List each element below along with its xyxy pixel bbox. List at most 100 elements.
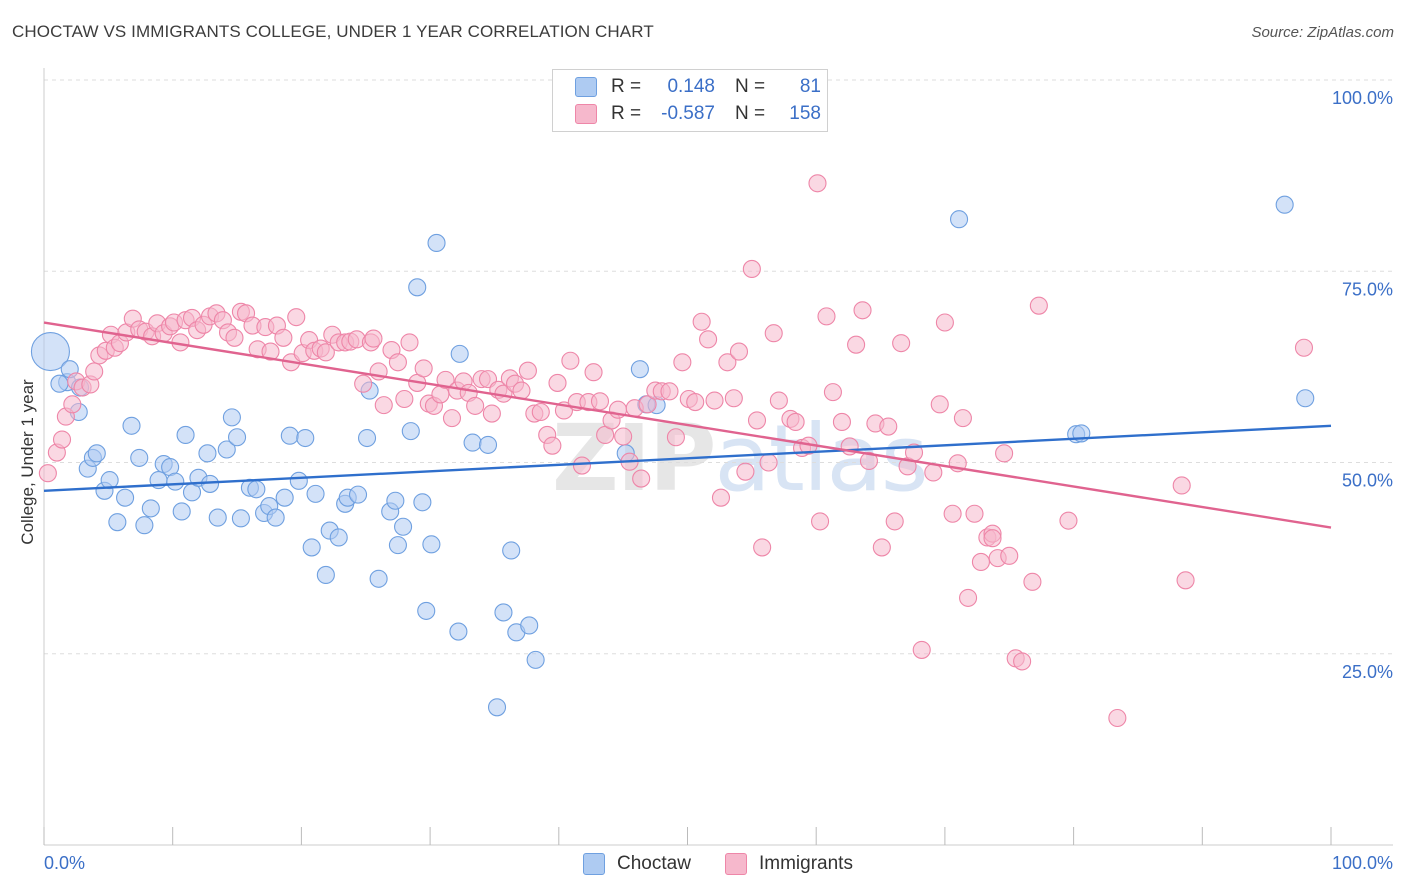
choctaw-point [116,488,135,507]
immigrants-point [953,409,972,428]
immigrants-point [753,538,772,557]
choctaw-point [369,569,388,588]
choctaw-point [422,535,441,554]
legend-r-label: R = [611,76,642,97]
immigrants-point [747,411,767,430]
choctaw-point [394,517,413,536]
choctaw-points [30,195,1315,717]
choctaw-point [502,541,521,560]
immigrants-point [879,417,898,436]
tick-labels: 100.0% 75.0% 50.0% 25.0% 0.0% 100.0% [44,88,1393,873]
legend-r-value-choctaw: 0.148 [667,76,715,97]
choctaw-point [520,616,539,635]
immigrants-point [1172,476,1191,495]
y-tick-label: 50.0% [1342,471,1393,491]
immigrants-point [885,512,904,531]
immigrants-point [261,342,280,361]
immigrants-point [1023,572,1042,591]
immigrants-point [38,464,57,483]
choctaw-point [329,528,348,547]
choctaw-point [30,332,70,372]
choctaw-point [463,433,482,452]
immigrants-point [764,324,783,343]
legend-n-value-immigrants: 158 [789,103,821,124]
immigrants-point [1013,652,1032,671]
immigrants-point [971,552,990,572]
choctaw-point [135,516,154,535]
immigrants-point [638,395,657,414]
immigrants-point [561,351,580,370]
immigrants-point [965,504,984,523]
immigrants-point [995,444,1014,463]
immigrants-point [1108,708,1127,728]
immigrants-point [686,393,705,412]
immigrants-point [983,529,1002,548]
immigrants-point [736,462,755,481]
y-tick-label: 75.0% [1342,279,1393,299]
immigrants-point [584,363,603,382]
immigrants-point [718,353,737,372]
series-legend-immigrants[interactable]: Immigrants [725,853,853,875]
series-legend-choctaw[interactable]: Choctaw [583,853,691,875]
immigrants-point [274,328,293,347]
immigrants-point [859,451,879,471]
choctaw-point [198,444,217,463]
legend-n-value-choctaw: 81 [799,76,821,97]
choctaw-point [141,499,160,518]
choctaw-point [316,565,335,585]
immigrants-point [1059,511,1078,530]
choctaw-point [50,374,69,393]
immigrants-point [786,412,805,432]
choctaw-point [217,440,236,459]
choctaw-point [401,422,420,441]
immigrants-point [442,409,462,428]
immigrants-point [729,342,749,361]
immigrants-trend-line [43,321,1332,529]
immigrants-point [354,374,373,393]
immigrants-point [769,391,788,410]
immigrants-point [817,307,836,326]
immigrants-point [63,395,82,414]
immigrants-point [414,359,433,378]
choctaw-point [280,426,299,445]
immigrants-point [832,412,851,432]
choctaw-point [413,493,432,512]
choctaw-point [222,408,241,427]
y-axis-label: College, Under 1 year [18,379,37,545]
immigrants-point [711,488,731,507]
legend-r-value-immigrants: -0.587 [661,103,715,124]
legend-swatch-immigrants [575,104,597,124]
immigrants-point [614,427,633,446]
immigrants-point [724,389,743,408]
immigrants-point [912,640,931,659]
immigrants-point [388,353,407,372]
chart-title: CHOCTAW VS IMMIGRANTS COLLEGE, UNDER 1 Y… [12,22,654,41]
immigrants-point [692,312,711,331]
legend-r-label: R = [611,103,642,124]
choctaw-point [526,650,545,669]
immigrants-point [590,392,610,411]
choctaw-point [122,416,141,435]
immigrants-point [548,373,567,392]
choctaw-point [417,601,436,620]
immigrants-point [673,353,692,372]
immigrants-point [959,588,978,607]
choctaw-point [266,508,285,527]
immigrants-point [85,362,104,381]
choctaw-point [348,485,368,504]
legend-row-choctaw: R = 0.148 N = 81 [575,74,821,100]
choctaw-point [108,513,127,532]
choctaw-point [172,502,191,521]
choctaw-point [630,360,649,379]
immigrants-point [853,301,872,320]
immigrants-point [943,504,962,523]
immigrants-point [52,430,72,449]
choctaw-point [950,210,969,229]
immigrants-point [847,335,866,354]
x-tick-label: 0.0% [44,853,85,873]
choctaw-point [1275,195,1294,214]
immigrants-point [705,391,724,410]
choctaw-point [306,484,325,503]
immigrants-point [436,370,455,389]
immigrants-point [1000,546,1019,565]
